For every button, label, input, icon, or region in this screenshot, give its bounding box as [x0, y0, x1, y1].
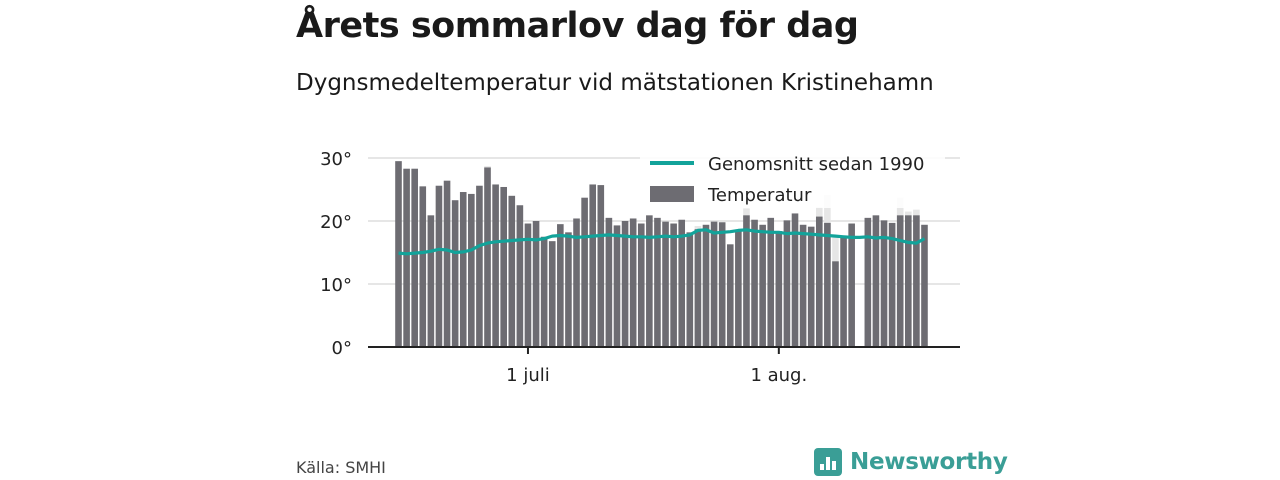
- temperature-bar: [710, 221, 718, 347]
- temperature-bar: [459, 192, 467, 347]
- temperature-bar: [921, 224, 928, 347]
- temperature-bar: [888, 222, 896, 347]
- legend-label: Temperatur: [707, 185, 812, 206]
- temperature-bar: [508, 195, 516, 347]
- legend-bar-swatch: [650, 186, 694, 202]
- temperature-bar: [743, 215, 750, 347]
- temperature-bar: [872, 215, 880, 347]
- temperature-bar: [476, 185, 483, 347]
- average-line: [398, 228, 926, 256]
- temperature-bar: [581, 197, 588, 347]
- temperature-bar: [735, 229, 742, 347]
- average-line-group: [398, 228, 926, 256]
- temperature-bar: [443, 180, 451, 347]
- temperature-bar: [662, 221, 669, 347]
- temperature-bar: [767, 217, 775, 347]
- temperature-bar: [646, 215, 653, 347]
- temperature-bar: [880, 220, 888, 347]
- temperature-bar: [654, 217, 661, 347]
- temperature-bar: [500, 186, 507, 347]
- temperature-bar: [832, 261, 839, 347]
- temperature-bar: [451, 200, 459, 347]
- temperature-chart: 1 juli 1 aug. 0° 10° 20° 30° Genomsnitt seda…: [320, 148, 960, 386]
- temperature-bar: [759, 224, 766, 347]
- y-axis-ticks: 0° 10° 20° 30°: [320, 149, 352, 359]
- temperature-bar: [532, 221, 540, 347]
- temperature-bar: [403, 168, 410, 347]
- temperature-bar: [824, 222, 831, 347]
- temperature-bar: [896, 215, 904, 347]
- temperature-bar: [726, 244, 734, 347]
- temperature-bar: [807, 226, 815, 347]
- newsworthy-logo[interactable]: Newsworthy: [814, 446, 1008, 478]
- temperature-bar: [904, 215, 912, 347]
- temperature-bar: [678, 219, 686, 347]
- temperature-bar: [815, 216, 823, 347]
- temperature-bar: [702, 224, 710, 347]
- x-tick-label: 1 aug.: [750, 365, 807, 386]
- temperature-bar: [775, 231, 783, 347]
- temperature-bar: [621, 221, 629, 347]
- temperature-bar: [557, 224, 564, 347]
- temperature-bar: [799, 224, 807, 347]
- temperature-bar: [548, 241, 556, 347]
- legend-label: Genomsnitt sedan 1990: [708, 154, 924, 175]
- legend: Genomsnitt sedan 1990 Temperatur: [640, 148, 945, 208]
- temperature-bar: [848, 223, 855, 347]
- temperature-bar: [484, 167, 491, 347]
- temperature-bar: [605, 217, 613, 347]
- x-axis-ticks: 1 juli 1 aug.: [506, 347, 807, 386]
- brand-name: Newsworthy: [850, 449, 1008, 475]
- temperature-bar: [540, 236, 548, 347]
- y-tick-label: 20°: [320, 212, 352, 233]
- bar-chart-speech-icon: [814, 448, 842, 476]
- temperature-bar: [524, 223, 532, 347]
- temperature-bar: [864, 217, 872, 347]
- chart-subtitle: Dygnsmedeltemperatur vid mätstationen Kr…: [296, 70, 934, 96]
- temperature-bar: [492, 184, 499, 347]
- temperature-bar: [637, 223, 645, 347]
- temperature-bar: [589, 184, 597, 347]
- temperature-bar: [427, 215, 435, 347]
- temperature-bar: [629, 218, 637, 347]
- temperature-bar: [751, 219, 758, 347]
- temperature-bar: [516, 205, 524, 347]
- x-tick-label: 1 juli: [506, 365, 550, 386]
- temperature-bar: [419, 186, 427, 347]
- temperature-bar: [597, 185, 605, 347]
- temperature-bar: [670, 223, 677, 347]
- y-tick-label: 30°: [320, 149, 352, 170]
- y-tick-label: 0°: [332, 338, 352, 359]
- temperature-bar: [686, 232, 694, 347]
- temperature-bar: [565, 232, 572, 347]
- temperature-bar: [435, 185, 443, 347]
- temperature-bar: [783, 220, 791, 347]
- temperature-bar: [791, 213, 799, 347]
- temperature-bar: [913, 215, 920, 347]
- y-tick-label: 10°: [320, 275, 352, 296]
- temperature-bar: [840, 235, 847, 347]
- temperature-bar: [411, 168, 418, 347]
- chart-title: Årets sommarlov dag för dag: [296, 6, 859, 46]
- source-note: Källa: SMHI: [296, 458, 386, 477]
- temperature-bar: [694, 229, 702, 347]
- temperature-bar: [613, 225, 621, 347]
- temperature-bar: [573, 218, 580, 347]
- temperature-bar: [468, 193, 475, 347]
- temperature-bars: [395, 161, 928, 347]
- temperature-bar: [718, 222, 726, 347]
